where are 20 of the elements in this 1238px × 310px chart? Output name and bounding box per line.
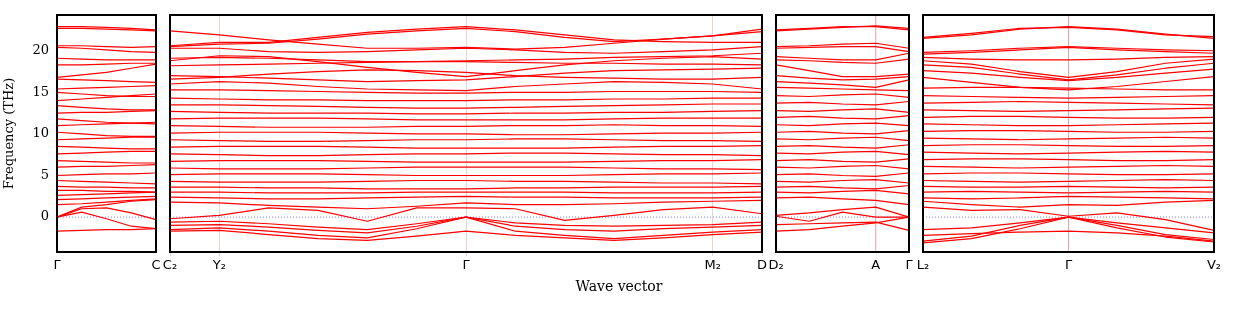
y-tick-label: 15 xyxy=(32,83,49,99)
x-tick-label: D₂ xyxy=(768,257,784,273)
y-tick-label: 5 xyxy=(40,166,49,182)
x-tick-label: Γ xyxy=(1064,257,1073,273)
y-axis-title: Frequency (THz) xyxy=(1,77,17,190)
x-tick-label: A xyxy=(871,257,881,273)
x-tick-label: V₂ xyxy=(1206,257,1222,273)
y-tick-label: 10 xyxy=(32,125,49,141)
x-tick-label: Γ xyxy=(462,257,471,273)
x-tick-label: L₂ xyxy=(916,257,930,273)
x-tick-label: C₂ xyxy=(162,257,178,273)
x-tick-label: Γ xyxy=(53,257,62,273)
y-tick-label: 0 xyxy=(40,208,49,224)
x-tick-label: Y₂ xyxy=(211,257,226,273)
x-tick-label: D xyxy=(756,257,768,273)
y-tick-label: 20 xyxy=(32,42,49,58)
x-tick-label: M₂ xyxy=(704,257,721,273)
x-tick-label: C xyxy=(151,257,161,273)
x-axis-title: Wave vector xyxy=(574,278,664,294)
x-tick-label: Γ xyxy=(905,257,914,273)
